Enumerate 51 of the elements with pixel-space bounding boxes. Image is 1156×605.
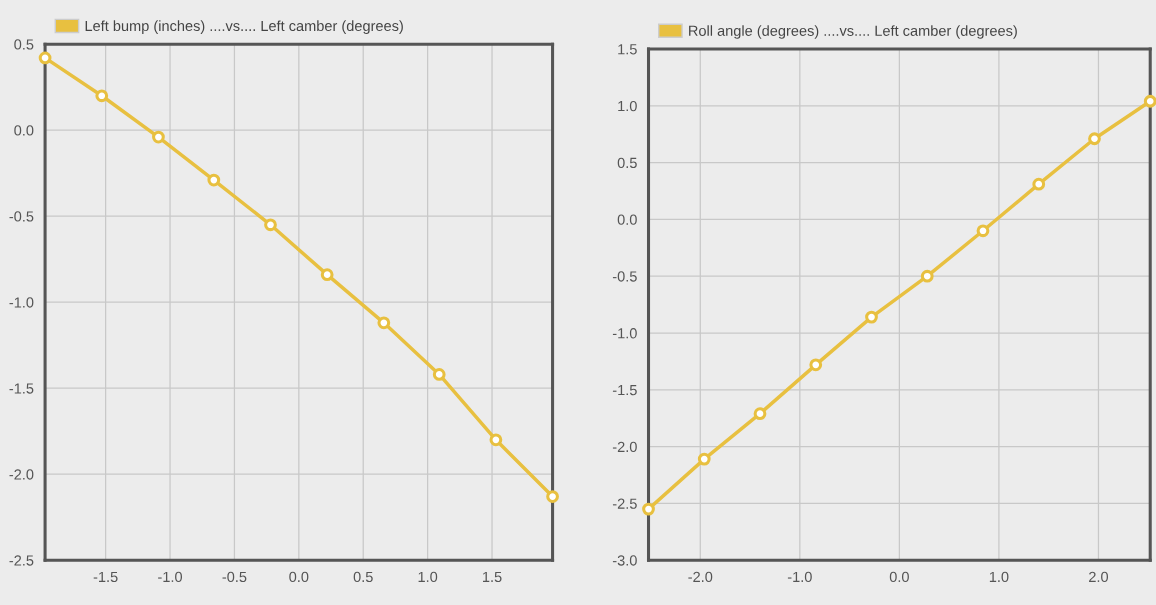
point bbox=[95, 89, 109, 103]
y-tick-label: -0.5 bbox=[9, 211, 34, 222]
y-tick-label: -1.0 bbox=[612, 328, 637, 339]
x-tick-label: -1.0 bbox=[158, 571, 183, 583]
point bbox=[642, 502, 655, 516]
point bbox=[489, 433, 503, 447]
legend-label: Left bump (inches) ....vs.... Left camber (degrees) bbox=[85, 20, 403, 34]
y-tick-label: -2.5 bbox=[9, 555, 34, 566]
x-tick-label: -2.0 bbox=[688, 571, 713, 583]
point bbox=[809, 358, 823, 372]
point bbox=[865, 310, 878, 324]
point bbox=[38, 51, 52, 65]
x-tick-label: -1.5 bbox=[93, 571, 118, 583]
y-tick-label: -1.5 bbox=[612, 385, 637, 396]
x-tick-label: -0.5 bbox=[222, 571, 247, 583]
x-tick-label: 1.0 bbox=[418, 571, 438, 583]
y-tick-label: -3.0 bbox=[612, 555, 637, 566]
point bbox=[1088, 132, 1101, 146]
point bbox=[207, 173, 221, 187]
point bbox=[1143, 94, 1156, 108]
point bbox=[320, 268, 334, 282]
point bbox=[264, 218, 277, 232]
point bbox=[1032, 177, 1046, 191]
x-tick-label: 1.0 bbox=[989, 571, 1009, 583]
y-tick-label: 1.5 bbox=[618, 44, 637, 55]
y-tick-label: -1.0 bbox=[9, 297, 34, 308]
y-tick-label: 0.0 bbox=[617, 214, 637, 225]
point bbox=[976, 224, 990, 238]
y-tick-label: 0.5 bbox=[14, 39, 34, 50]
y-tick-label: 0.5 bbox=[617, 157, 637, 169]
y-tick-label: -1.5 bbox=[9, 383, 34, 394]
x-tick-label: 0.0 bbox=[289, 571, 309, 583]
x-tick-label: 2.0 bbox=[1089, 571, 1109, 583]
y-tick-label: -2.0 bbox=[612, 441, 637, 453]
point bbox=[920, 269, 934, 283]
point bbox=[546, 490, 559, 503]
y-tick-label: -2.5 bbox=[612, 498, 637, 509]
x-tick-label: -1.0 bbox=[787, 571, 812, 583]
y-tick-label: -2.0 bbox=[9, 469, 34, 480]
legend-label: Roll angle (degrees) ....vs.... Left camber (degrees) bbox=[689, 25, 1017, 39]
point bbox=[377, 316, 391, 330]
point bbox=[432, 368, 446, 381]
y-tick-label: 1.0 bbox=[618, 100, 637, 112]
y-tick-label: 0.0 bbox=[14, 125, 34, 136]
x-tick-label: 1.5 bbox=[483, 571, 502, 583]
x-tick-label: 0.5 bbox=[353, 571, 373, 583]
point bbox=[697, 452, 711, 466]
point bbox=[152, 130, 165, 144]
y-tick-label: -0.5 bbox=[612, 271, 637, 282]
point bbox=[753, 407, 767, 421]
x-tick-label: 0.0 bbox=[889, 571, 909, 583]
